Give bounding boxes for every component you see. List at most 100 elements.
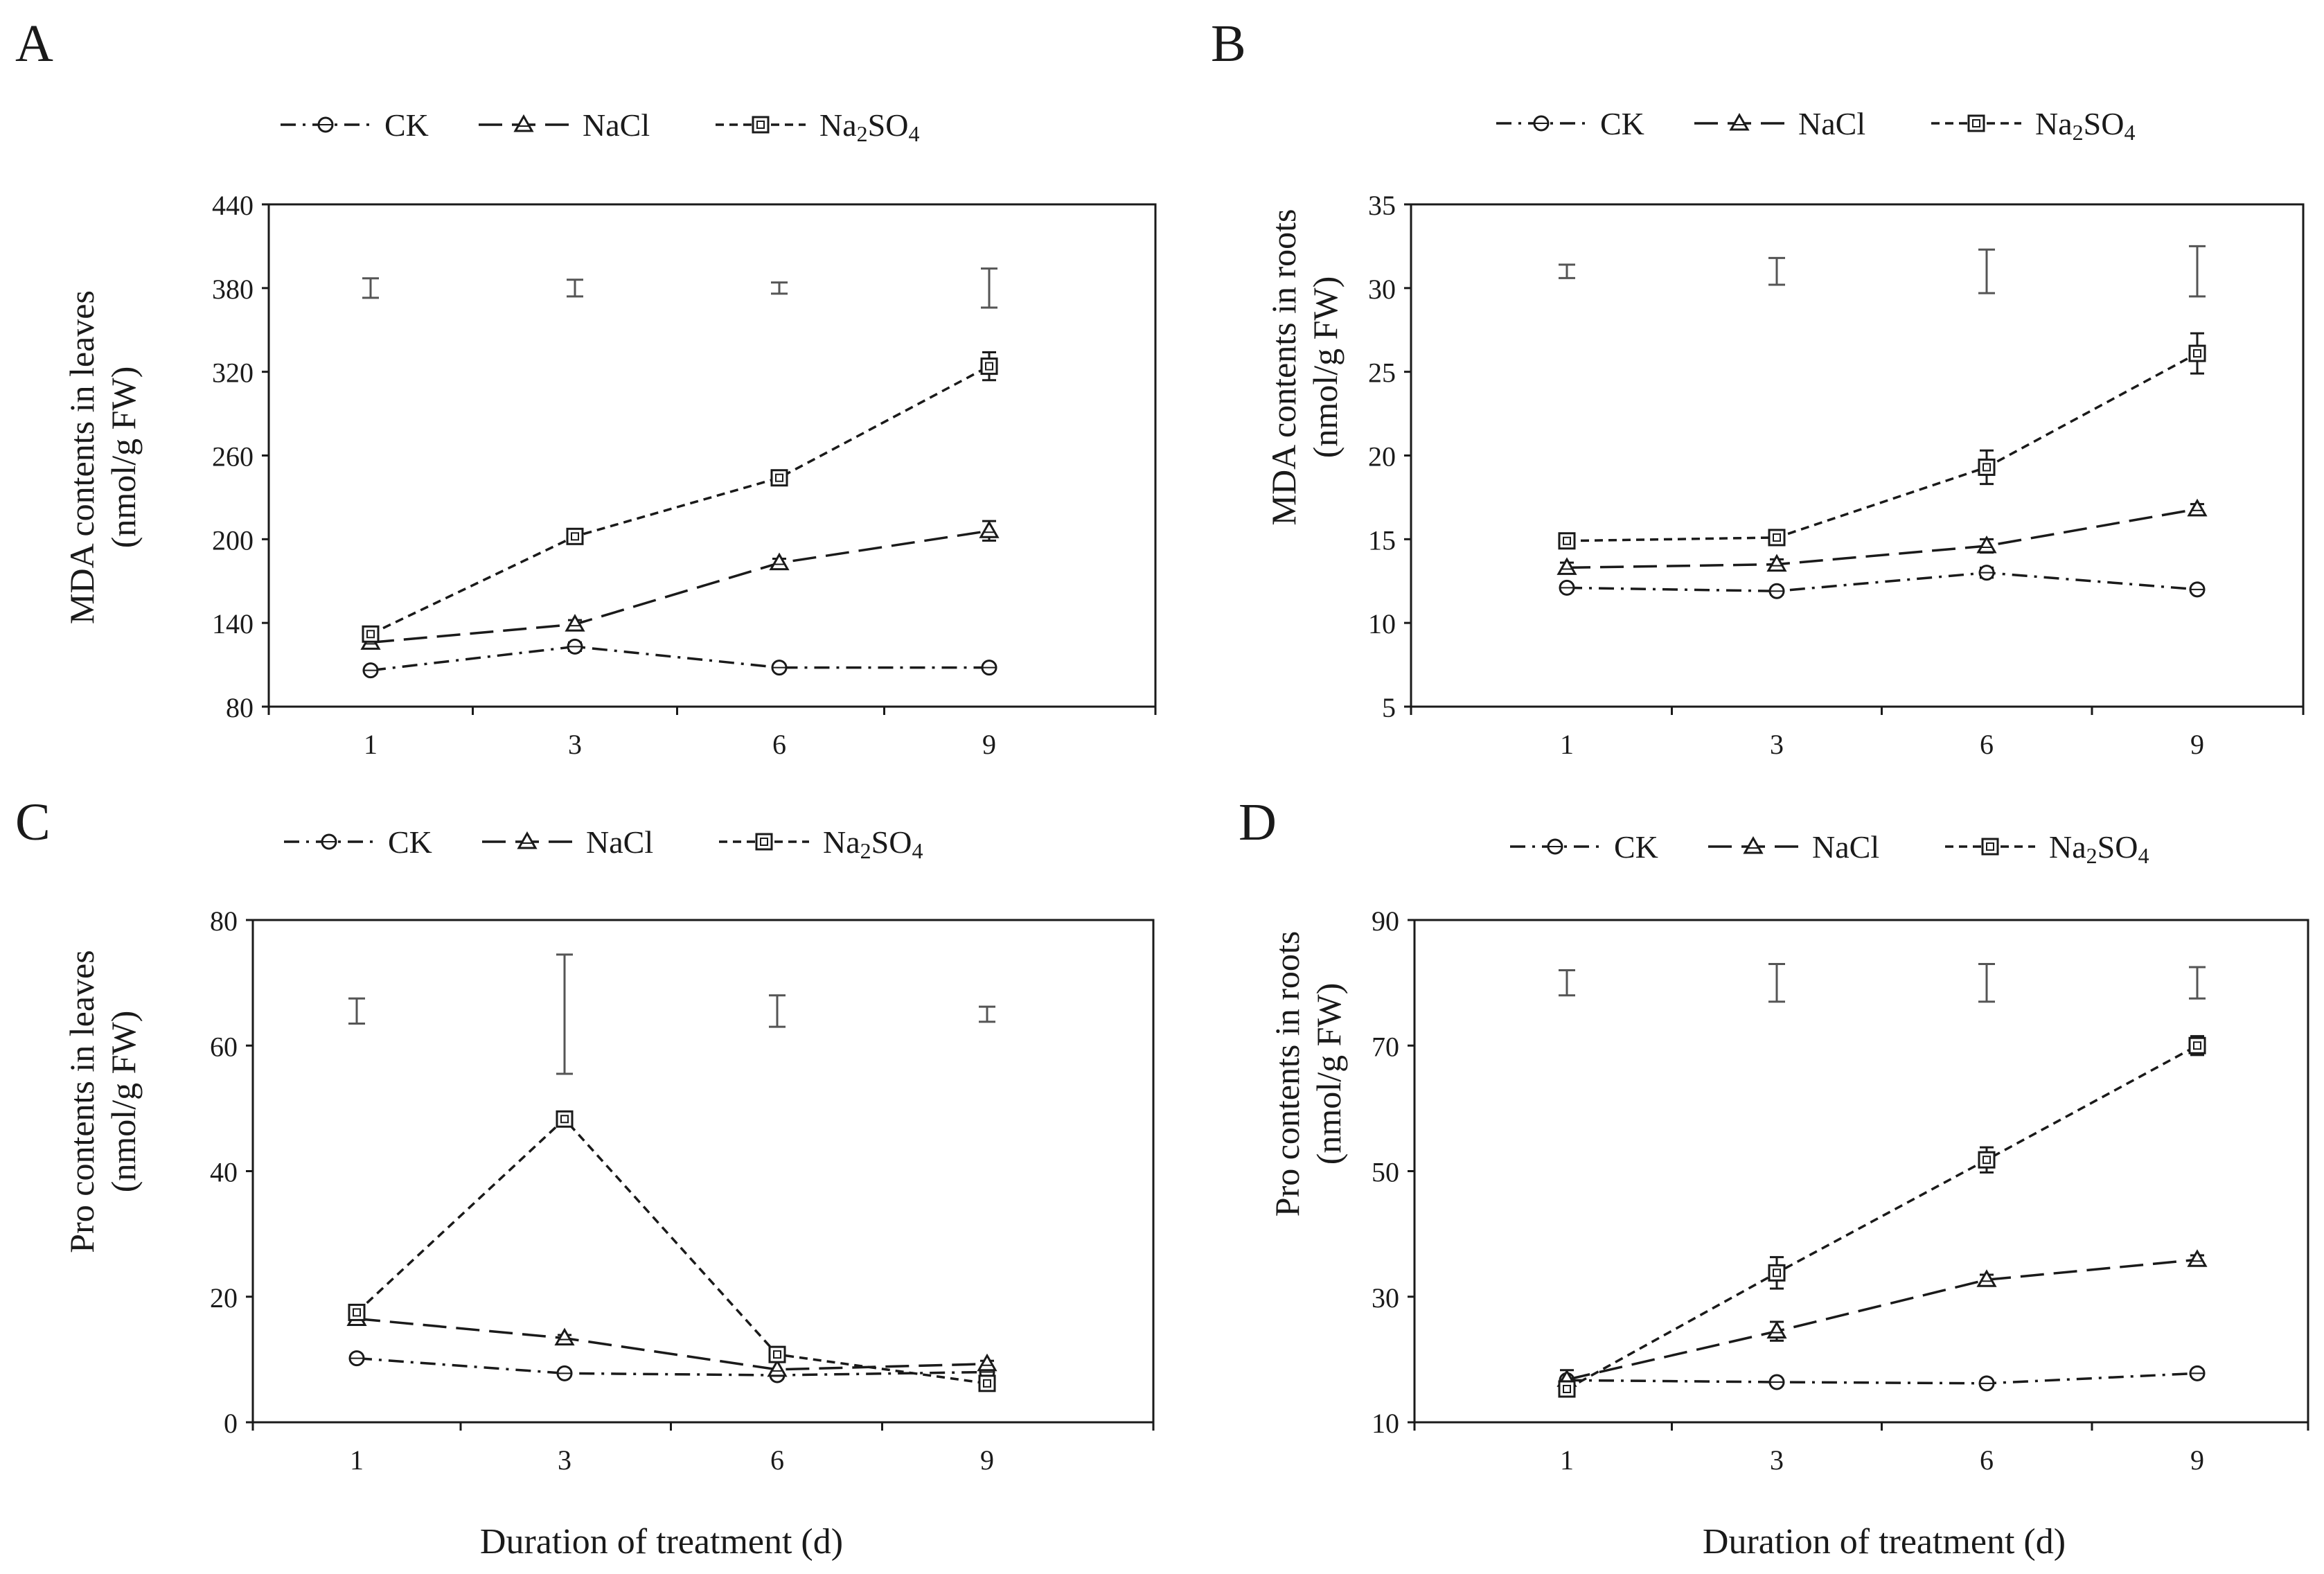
x-tick-label: 3 [1770,1444,1784,1476]
x-tick-label: 3 [558,1444,571,1476]
legend-marker-triangle [517,831,538,849]
ylabel-unit-a: (nmol/g FW) [104,366,143,548]
y-tick-label: 40 [210,1157,238,1188]
series-line-triangle [370,529,990,644]
legend-c: CK NaCl Na2SO4 [284,824,923,863]
data-point-square [978,1374,996,1392]
x-tick-label: 6 [1980,1444,1994,1476]
ylabel-a: MDA contents in leaves [62,290,101,624]
x-tick-label: 1 [1560,729,1574,760]
panel-letter-a: A [15,15,53,73]
data-point-square [770,469,788,487]
legend-item-triangle: NaCl [1694,106,1865,141]
data-point-square [362,625,380,643]
data-point-triangle [1766,1320,1787,1339]
data-point-triangle [977,1353,997,1372]
legend-marker-triangle [513,114,534,132]
data-point-triangle [565,614,585,632]
xlabel-right: Duration of treatment (d) [1703,1522,2066,1562]
plot-frame-c [251,919,1155,1424]
legend-b: CK NaCl Na2SO4 [1496,106,2135,145]
legend-item-triangle: NaCl [479,107,650,143]
legend-item-circle: CK [281,107,429,143]
legend-label: CK [388,824,432,860]
y-tick-label: 10 [1372,1408,1399,1439]
data-point-triangle [769,552,790,571]
series-line-circle [1566,571,2198,593]
series-line-square [1566,1044,2198,1390]
significance-bar [1559,263,1575,279]
significance-bar [1768,256,1785,286]
data-point-triangle [979,520,1000,538]
data-point-circle [1978,1375,1995,1392]
y-tick-label: 20 [1368,441,1396,472]
y-tick-label: 380 [212,274,254,305]
plot-content-d: 10 30 50 70 90 1 3 6 9 [1372,905,2309,1476]
legend-label: CK [1614,829,1658,865]
y-tick-label: 200 [212,524,254,556]
plot-content-a: 80 140 200 260 320 380 440 1 3 6 9 [212,190,1157,760]
data-point-square [2188,1036,2206,1054]
x-tick-label: 6 [1980,729,1994,760]
legend-item-circle: CK [284,824,432,860]
data-point-square [980,357,998,375]
legend-label: Na2SO4 [2049,829,2149,868]
series-line-triangle [1566,1258,2198,1381]
ylabel-unit-d: (nmol/g FW) [1309,983,1348,1165]
y-tick-label: 20 [210,1282,238,1314]
plot-frame-d [1413,919,2309,1424]
significance-bar [2189,966,2206,1000]
data-point-circle [981,660,997,676]
ylabel-d: Pro contents in roots [1268,931,1306,1217]
legend-item-square: Na2SO4 [1931,106,2135,145]
y-tick-label: 440 [212,190,254,221]
significance-bar [348,997,365,1025]
significance-bar [1978,962,1995,1003]
panel-d: D CK NaCl Na2SO4 Pro contents in roots (nm… [1239,793,2309,1476]
x-tick-label: 1 [1560,1444,1574,1476]
legend-marker-square [752,116,770,134]
x-tick-label: 9 [980,1444,994,1476]
legend-marker-square [755,833,773,851]
series-line-triangle [1566,508,2198,569]
plot-content-c: 0 20 40 60 80 1 3 6 9 [210,905,1155,1476]
data-point-triangle [2187,498,2208,517]
y-tick-label: 320 [212,357,254,389]
ylabel-unit-c: (nmol/g FW) [104,1011,143,1192]
y-tick-label: 30 [1372,1282,1399,1314]
significance-bar [981,267,997,309]
data-point-circle [2189,581,2206,598]
data-point-circle [556,1365,573,1381]
data-point-circle [567,638,583,655]
x-tick-label: 9 [2190,1444,2204,1476]
data-point-triangle [554,1327,575,1346]
legend-label: NaCl [586,824,653,860]
significance-bar [979,1005,995,1023]
series-line-square [1566,352,2198,542]
series-line-square [355,1117,988,1385]
series-line-circle [370,645,989,672]
panel-letter-d: D [1239,793,1277,851]
significance-bar [771,281,788,295]
legend-label: NaCl [1812,829,1879,865]
x-tick-label: 3 [568,729,582,760]
data-point-circle [1559,579,1575,596]
legend-item-square: Na2SO4 [1945,829,2149,868]
significance-bar [2189,245,2206,298]
data-point-square [768,1345,786,1363]
significance-bar [1978,248,1995,294]
data-point-circle [348,1350,365,1367]
y-tick-label: 140 [212,608,254,639]
data-point-circle [1978,565,1995,581]
significance-bar [556,953,573,1075]
legend-label: CK [1600,106,1644,141]
ylabel-c: Pro contents in leaves [62,950,101,1253]
data-point-square [556,1110,574,1128]
x-tick-label: 9 [2190,729,2204,760]
y-tick-label: 70 [1372,1031,1399,1062]
y-tick-label: 25 [1368,357,1396,389]
xlabel-left: Duration of treatment (d) [480,1522,843,1562]
x-tick-label: 6 [772,729,786,760]
data-point-triangle [767,1359,788,1377]
x-tick-label: 3 [1770,729,1784,760]
